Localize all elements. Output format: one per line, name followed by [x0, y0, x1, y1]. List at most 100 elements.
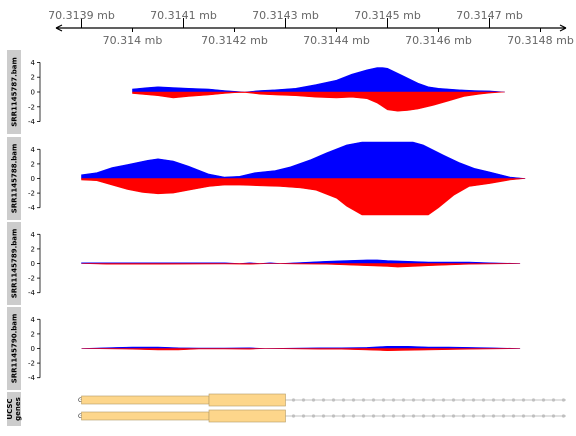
intron-marker [541, 398, 546, 402]
intron-marker [521, 414, 526, 418]
intron-marker [561, 414, 566, 418]
intron-marker [361, 414, 366, 418]
genome-axis: 70.3139 mb 70.3141 mb 70.3143 mb 70.3145 mb… [48, 9, 574, 47]
y-tick-label: -2 [28, 275, 35, 283]
intron-marker [531, 398, 536, 402]
intron-marker [491, 414, 496, 418]
intron-marker [551, 414, 556, 418]
y-tick-label: 2 [31, 330, 35, 338]
intron-marker [341, 414, 346, 418]
y-tick-label: -2 [28, 190, 35, 198]
exon [81, 395, 210, 405]
bottom-tick-label: 70.3142 mb [201, 34, 268, 47]
intron-marker [541, 414, 546, 418]
bottom-tick-label: 70.3144 mb [303, 34, 370, 47]
intron-marker [421, 398, 426, 402]
intron-marker [521, 398, 526, 402]
panel-title-strip [7, 137, 21, 220]
intron-marker [381, 414, 386, 418]
intron-marker [481, 414, 486, 418]
intron-marker [371, 414, 376, 418]
intron-marker [471, 414, 476, 418]
bottom-tick-label: 70.3146 mb [405, 34, 472, 47]
intron-marker [291, 414, 296, 418]
intron-marker [401, 414, 406, 418]
transcript: Gbe1 [78, 409, 566, 423]
y-tick-label: -4 [28, 118, 36, 126]
top-tick-label: 70.3139 mb [48, 9, 115, 22]
intron-marker [491, 398, 496, 402]
top-tick-label: 70.3147 mb [456, 9, 523, 22]
y-tick-label: 2 [31, 245, 35, 253]
y-tick-label: 4 [31, 146, 36, 154]
top-tick-label: 70.3143 mb [252, 9, 319, 22]
y-tick-label: -4 [28, 374, 36, 382]
panel-title-strip [7, 307, 21, 390]
plus-strand-coverage [81, 259, 521, 264]
intron-marker [431, 398, 436, 402]
intron-marker [411, 414, 416, 418]
gene-track-title: UCSC [6, 398, 14, 419]
exon [208, 393, 286, 407]
y-tick-label: 4 [31, 59, 36, 67]
intron-marker [511, 398, 516, 402]
intron-marker [391, 398, 396, 402]
intron-marker [501, 398, 506, 402]
minus-strand-coverage [81, 178, 526, 216]
y-tick-label: 0 [31, 260, 35, 268]
intron-marker [381, 398, 386, 402]
top-tick-label: 70.3141 mb [150, 9, 217, 22]
y-tick-label: -2 [28, 103, 35, 111]
intron-marker [511, 414, 516, 418]
gene-track-title: genes [14, 397, 22, 421]
plus-strand-coverage [132, 67, 505, 93]
y-tick-label: 2 [31, 160, 35, 168]
gene-track-title-strip [7, 392, 21, 426]
intron-marker [451, 398, 456, 402]
intron-marker [501, 414, 506, 418]
plus-strand-coverage [81, 346, 521, 349]
exon [208, 409, 286, 423]
intron-marker [421, 414, 426, 418]
minus-strand-coverage [81, 263, 521, 268]
intron-marker [331, 414, 336, 418]
axis-right-arrow [559, 24, 567, 32]
minus-strand-coverage [132, 91, 505, 112]
y-tick-label: 2 [31, 74, 35, 82]
intron-marker [561, 398, 566, 402]
panel-title: SRR1145788.bam [11, 144, 19, 214]
intron-marker [391, 414, 396, 418]
intron-marker [431, 414, 436, 418]
panel-title: SRR1145789.bam [11, 229, 19, 299]
top-tick-label: 70.3145 mb [354, 9, 421, 22]
coverage-panels: SRR1145787.bam -4 -2 0 2 4 SRR1145788.bam -4 -2 0… [7, 50, 526, 390]
intron-marker [351, 414, 356, 418]
y-tick-label: 4 [31, 316, 36, 324]
intron-marker [301, 398, 306, 402]
panel-title: SRR1145787.bam [11, 57, 19, 127]
y-tick-label: 0 [31, 89, 35, 97]
intron-marker [301, 414, 306, 418]
intron-marker [471, 398, 476, 402]
intron-marker [531, 414, 536, 418]
intron-marker [321, 414, 326, 418]
panel-title-strip [7, 222, 21, 305]
intron-marker [461, 414, 466, 418]
intron-marker [451, 414, 456, 418]
intron-marker [331, 398, 336, 402]
intron-marker [351, 398, 356, 402]
y-tick-label: -4 [28, 204, 36, 212]
y-tick-label: 4 [31, 231, 36, 239]
intron-marker [321, 398, 326, 402]
y-tick-label: 0 [31, 175, 35, 183]
panel-title: SRR1145790.bam [11, 314, 19, 384]
intron-marker [361, 398, 366, 402]
y-tick-label: -2 [28, 360, 35, 368]
y-tick-label: 0 [31, 345, 35, 353]
intron-marker [411, 398, 416, 402]
intron-marker [401, 398, 406, 402]
coverage-panel: SRR1145787.bam -4 -2 0 2 4 [7, 50, 505, 134]
intron-marker [481, 398, 486, 402]
